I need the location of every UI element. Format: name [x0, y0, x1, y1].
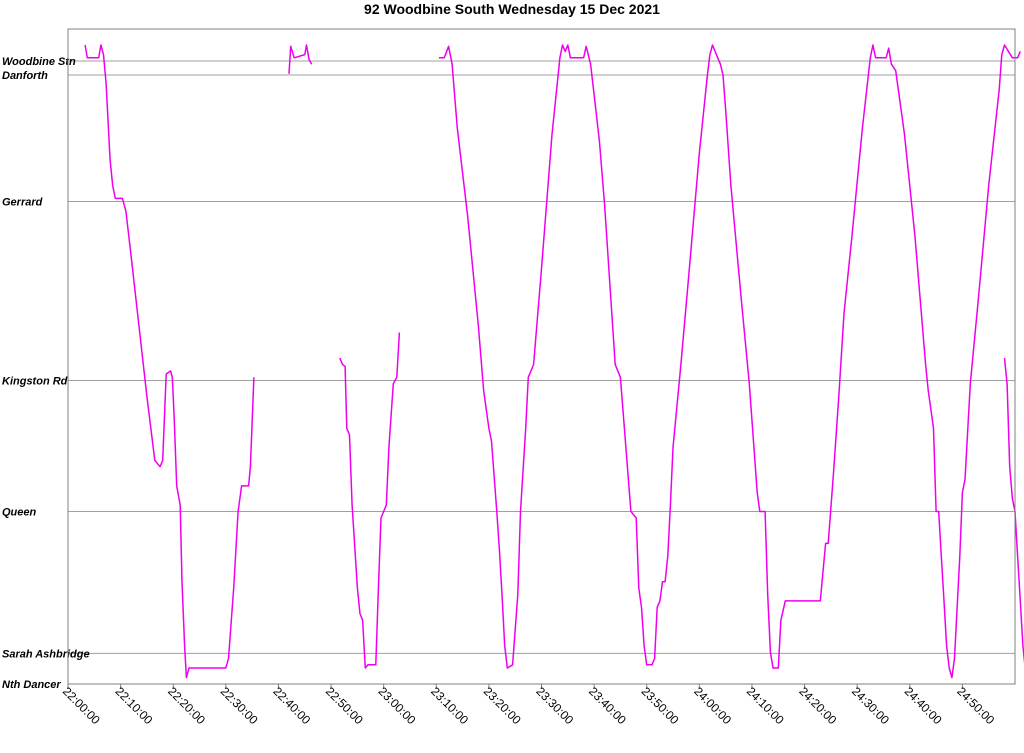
time-tick-label: 24:10:00 [744, 684, 787, 727]
time-tick-label: 23:40:00 [586, 684, 629, 727]
time-tick-label: 22:20:00 [165, 684, 208, 727]
stop-label: Sarah Ashbridge [2, 648, 90, 660]
time-tick-label: 24:30:00 [849, 684, 892, 727]
stop-label: Kingston Rd [2, 375, 68, 387]
chart-title: 92 Woodbine South Wednesday 15 Dec 2021 [364, 1, 660, 17]
vehicle-trace-line [288, 44, 313, 74]
stop-label: Danforth [2, 70, 48, 82]
vehicle-traces [84, 44, 1024, 679]
time-axis: 22:00:00 22:10:00 22:20:00 22:30:00 22:40:00… [60, 684, 997, 727]
time-tick-label: 23:10:00 [428, 684, 471, 727]
time-tick-label: 23:50:00 [639, 684, 682, 727]
time-tick-label: 24:00:00 [691, 684, 734, 727]
time-tick-label: 24:50:00 [954, 684, 997, 727]
time-tick-label: 22:10:00 [112, 684, 155, 727]
time-tick-label: 24:20:00 [796, 684, 839, 727]
time-tick-label: 22:00:00 [60, 684, 103, 727]
time-tick-label: 22:40:00 [270, 684, 313, 727]
gridlines [68, 60, 1015, 685]
time-tick-label: 23:30:00 [533, 684, 576, 727]
stop-label: Nth Dancer [2, 679, 61, 691]
time-tick-label: 23:00:00 [376, 684, 419, 727]
vehicle-trace-line [339, 332, 401, 669]
vehicle-trace-line [438, 44, 1021, 679]
time-tick-label: 23:20:00 [481, 684, 524, 727]
stop-labels: Woodbine Stn Danforth Gerrard Kingston Rd Qu… [2, 56, 90, 691]
stop-label: Queen [2, 506, 37, 518]
stop-label: Gerrard [2, 197, 43, 209]
vehicle-trace-line [84, 44, 255, 679]
time-tick-label: 24:40:00 [902, 684, 945, 727]
stop-label: Woodbine Stn [2, 56, 76, 68]
plot-area-border [67, 28, 1016, 685]
time-tick-label: 22:50:00 [323, 684, 366, 727]
time-tick-label: 22:30:00 [218, 684, 261, 727]
vehicle-trace-line [1003, 358, 1024, 664]
